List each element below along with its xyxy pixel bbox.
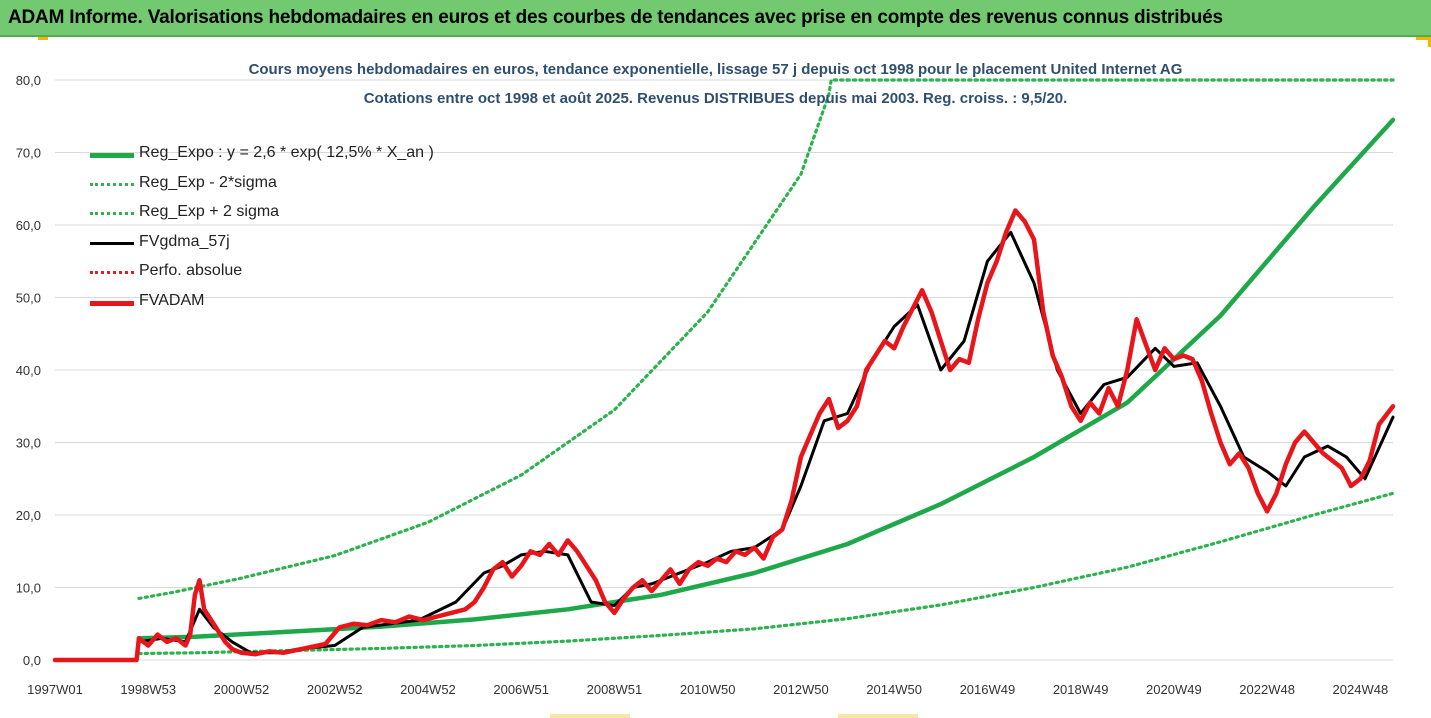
x-tick-label: 2016W49 [960,682,1016,697]
x-tick-label: 2002W52 [307,682,363,697]
x-tick-label: 1998W53 [120,682,176,697]
corner-accent-right [1428,37,1431,47]
legend-swatch [90,241,134,245]
series-line-3 [53,230,1395,662]
chart-title: Cours moyens hebdomadaires en euros, ten… [248,61,1183,78]
corner-accent-top-left [38,37,48,40]
series-line-1 [137,491,1395,656]
chart-subtitle: Cotations entre oct 1998 et août 2025. R… [363,90,1068,107]
legend-label: FVgdma_57j [139,232,230,250]
series-line-5 [52,208,1396,663]
y-tick-label: 70,0 [16,146,41,161]
x-tick-label: 2024W48 [1333,682,1389,697]
x-tick-label: 1997W01 [27,682,83,697]
y-tick-label: 50,0 [16,291,41,306]
legend-label: Perfo. absolue [139,262,243,279]
banner-title: ADAM Informe. Valorisations hebdomadaire… [8,7,1223,28]
y-tick-label: 30,0 [16,436,41,451]
x-tick-label: 2022W48 [1239,682,1295,697]
series-line-0 [136,117,1396,641]
corner-accent-top-right [1416,37,1431,40]
legend-label: Reg_Exp + 2 sigma [139,203,280,220]
legend-swatch [90,212,134,215]
x-tick-label: 2004W52 [400,682,456,697]
corner-accent-bottom-1 [550,714,630,718]
legend-label: FVADAM [139,291,205,309]
legend-label: Reg_Exp - 2*sigma [139,173,277,191]
legend-swatch [90,153,134,158]
y-tick-label: 0,0 [23,653,41,668]
y-tick-label: 10,0 [16,581,41,596]
legend-swatch [90,182,134,186]
chart-plot: 0,0 10,0 20,0 30,0 40,0 50,0 60,0 70,0 80,0 1997W… [16,73,1396,697]
x-tick-label: 2006W51 [493,682,549,697]
legend-swatch [90,300,134,306]
y-tick-label: 40,0 [16,363,41,378]
x-tick-label: 2010W50 [680,682,736,697]
x-tick-label: 2020W49 [1146,682,1202,697]
x-tick-label: 2000W52 [214,682,270,697]
y-tick-label: 80,0 [16,73,41,88]
legend-swatch [90,271,134,274]
corner-accent-bottom-2 [838,714,918,718]
legend-label: Reg_Expo : y = 2,6 * exp( 12,5% * X_an ) [139,144,434,161]
report-banner: ADAM Informe. Valorisations hebdomadaire… [0,0,1431,37]
series-line-2 [137,78,1395,600]
x-tick-label: 2008W51 [587,682,643,697]
y-tick-label: 60,0 [16,218,41,233]
chart-area: 0,0 10,0 20,0 30,0 40,0 50,0 60,0 70,0 80,0 1997W… [0,37,1431,718]
x-tick-label: 2014W50 [866,682,922,697]
y-tick-label: 20,0 [16,508,41,523]
x-tick-label: 2018W49 [1053,682,1109,697]
x-tick-label: 2012W50 [773,682,829,697]
